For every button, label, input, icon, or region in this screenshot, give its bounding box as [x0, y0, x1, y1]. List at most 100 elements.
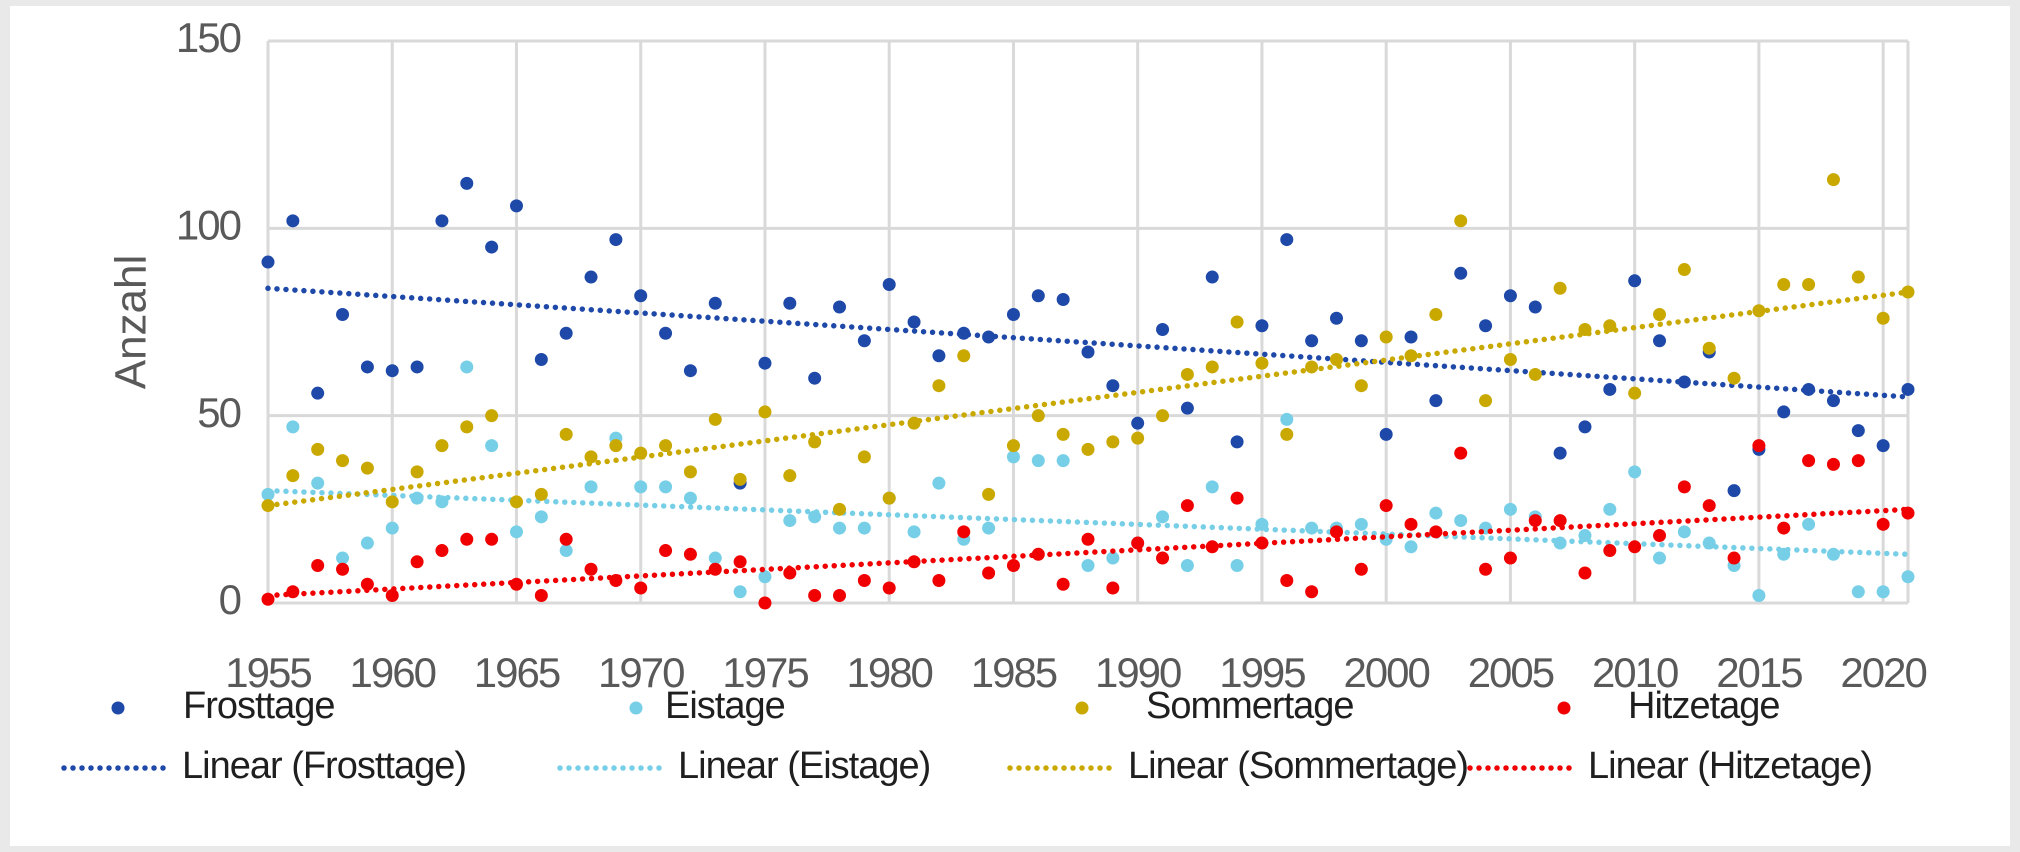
point: [1156, 510, 1170, 524]
point: [1354, 334, 1368, 348]
point: [1354, 562, 1368, 576]
point: [460, 360, 474, 374]
point: [1876, 585, 1890, 599]
x-tick-label: 1955: [225, 649, 311, 696]
point: [733, 585, 747, 599]
point: [1230, 491, 1244, 505]
point: [1056, 427, 1070, 441]
point: [1230, 435, 1244, 449]
point: [1379, 330, 1393, 344]
point: [1677, 525, 1691, 539]
point: [485, 409, 499, 423]
point: [1205, 360, 1219, 374]
x-tick-label: 1985: [971, 649, 1057, 696]
x-tick-label: 2020: [1840, 649, 1926, 696]
legend-label: Linear (Sommertage): [1128, 745, 1468, 787]
point: [1305, 360, 1319, 374]
chart-area: [10, 6, 2010, 846]
point: [360, 360, 374, 374]
point: [1106, 435, 1120, 449]
y-tick-label: 100: [176, 201, 241, 248]
point: [1156, 322, 1170, 336]
point: [435, 495, 449, 509]
point: [1677, 263, 1691, 277]
point: [957, 525, 971, 539]
point: [1131, 416, 1145, 430]
point: [1628, 386, 1642, 400]
point: [534, 487, 548, 501]
point: [1404, 349, 1418, 363]
point: [1280, 233, 1294, 247]
point: [833, 300, 847, 314]
point: [1851, 454, 1865, 468]
legend-label: Linear (Frosttage): [182, 745, 466, 787]
point: [1653, 551, 1667, 565]
point: [286, 420, 300, 434]
point: [1603, 544, 1617, 558]
point: [410, 465, 424, 479]
point: [435, 214, 449, 228]
point: [534, 510, 548, 524]
x-tick-label: 1975: [722, 649, 808, 696]
point: [1354, 517, 1368, 531]
point: [261, 499, 275, 513]
y-tick-label: 150: [176, 14, 241, 61]
point: [559, 544, 573, 558]
point: [808, 435, 822, 449]
point: [1702, 536, 1716, 550]
point: [1329, 311, 1343, 325]
point: [1578, 529, 1592, 543]
point: [1081, 442, 1095, 456]
point: [1479, 319, 1493, 333]
point: [1354, 379, 1368, 393]
point: [1230, 559, 1244, 573]
legend-marker: [629, 701, 643, 715]
point: [1156, 409, 1170, 423]
point: [1454, 446, 1468, 460]
point: [1255, 536, 1269, 550]
x-tick-label: 1965: [474, 649, 560, 696]
point: [385, 364, 399, 378]
point: [957, 326, 971, 340]
point: [360, 536, 374, 550]
point: [1578, 420, 1592, 434]
point: [1280, 412, 1294, 426]
point: [1528, 300, 1542, 314]
point: [410, 491, 424, 505]
point: [1802, 517, 1816, 531]
point: [1131, 431, 1145, 445]
point: [1702, 499, 1716, 513]
point: [1180, 559, 1194, 573]
point: [1603, 382, 1617, 396]
point: [336, 551, 350, 565]
point: [435, 544, 449, 558]
point: [1901, 285, 1915, 299]
trend-line: [265, 289, 1911, 509]
point: [1056, 577, 1070, 591]
point: [1106, 581, 1120, 595]
point: [1429, 525, 1443, 539]
point: [1404, 330, 1418, 344]
point: [1031, 454, 1045, 468]
point: [659, 326, 673, 340]
y-tick-label: 50: [197, 389, 240, 436]
point: [982, 566, 996, 580]
x-tick-label: 1990: [1095, 649, 1181, 696]
point: [385, 589, 399, 603]
point: [1006, 439, 1020, 453]
point: [733, 472, 747, 486]
point: [385, 521, 399, 535]
legend-label: Sommertage: [1146, 685, 1354, 727]
point: [509, 525, 523, 539]
x-tick-label: 2000: [1343, 649, 1429, 696]
point: [783, 469, 797, 483]
point: [1851, 270, 1865, 284]
point: [1081, 532, 1095, 546]
point: [1603, 502, 1617, 516]
point: [584, 562, 598, 576]
point: [311, 386, 325, 400]
point: [1255, 356, 1269, 370]
point: [336, 454, 350, 468]
point: [708, 296, 722, 310]
point: [882, 278, 896, 292]
